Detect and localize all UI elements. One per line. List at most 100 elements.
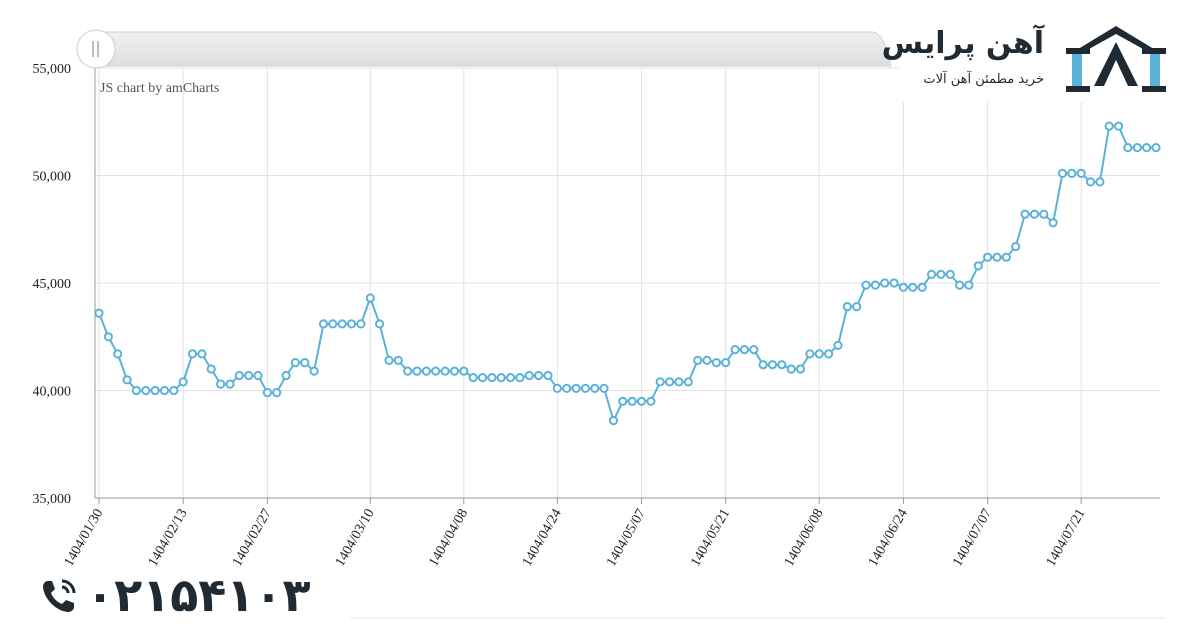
data-point[interactable] bbox=[983, 252, 993, 262]
data-point[interactable] bbox=[1123, 143, 1133, 153]
data-point[interactable] bbox=[777, 360, 787, 370]
data-point[interactable] bbox=[824, 349, 834, 359]
data-point[interactable] bbox=[94, 308, 104, 318]
data-point[interactable] bbox=[852, 302, 862, 312]
data-point[interactable] bbox=[842, 302, 852, 312]
data-point[interactable] bbox=[431, 366, 441, 376]
data-point[interactable] bbox=[468, 373, 478, 383]
data-point[interactable] bbox=[206, 364, 216, 374]
data-point[interactable] bbox=[1114, 121, 1124, 131]
data-point[interactable] bbox=[421, 366, 431, 376]
data-point[interactable] bbox=[356, 319, 366, 329]
data-point[interactable] bbox=[870, 280, 881, 290]
data-point[interactable] bbox=[403, 366, 413, 376]
data-point[interactable] bbox=[889, 278, 899, 288]
data-point[interactable] bbox=[365, 293, 375, 303]
scrollbar[interactable] bbox=[76, 29, 892, 69]
data-point[interactable] bbox=[693, 355, 703, 365]
phone-contact[interactable]: ۰۲۱۵۴۱۰۳ bbox=[40, 566, 311, 624]
data-point[interactable] bbox=[459, 366, 469, 376]
scrollbar-grip[interactable] bbox=[76, 29, 116, 69]
data-point[interactable] bbox=[936, 269, 946, 279]
data-point[interactable] bbox=[412, 366, 422, 376]
data-point[interactable] bbox=[749, 345, 759, 355]
data-point[interactable] bbox=[1132, 143, 1142, 153]
data-point[interactable] bbox=[524, 370, 534, 381]
data-point[interactable] bbox=[141, 385, 151, 396]
data-point[interactable] bbox=[496, 373, 506, 383]
chart-credit[interactable]: JS chart by amCharts bbox=[100, 81, 219, 96]
data-point[interactable] bbox=[515, 373, 525, 383]
data-point[interactable] bbox=[767, 360, 778, 370]
data-point[interactable] bbox=[955, 280, 965, 290]
data-point[interactable] bbox=[122, 375, 132, 385]
data-point[interactable] bbox=[1151, 143, 1161, 153]
data-point[interactable] bbox=[1057, 168, 1068, 178]
data-point[interactable] bbox=[347, 319, 357, 329]
data-point[interactable] bbox=[898, 282, 909, 292]
data-point[interactable] bbox=[590, 383, 600, 393]
data-point[interactable] bbox=[702, 355, 712, 365]
data-point[interactable] bbox=[197, 349, 207, 359]
data-point[interactable] bbox=[393, 355, 403, 365]
data-point[interactable] bbox=[711, 358, 722, 368]
data-point[interactable] bbox=[833, 340, 843, 350]
data-point[interactable] bbox=[318, 319, 329, 329]
data-point[interactable] bbox=[281, 370, 291, 381]
data-point[interactable] bbox=[973, 261, 983, 271]
data-point[interactable] bbox=[113, 349, 123, 359]
data-point[interactable] bbox=[758, 360, 768, 370]
data-point[interactable] bbox=[608, 416, 619, 426]
data-point[interactable] bbox=[636, 396, 647, 406]
data-point[interactable] bbox=[337, 319, 347, 329]
data-point[interactable] bbox=[599, 383, 609, 393]
data-point[interactable] bbox=[805, 349, 815, 359]
data-point[interactable] bbox=[506, 373, 516, 383]
scrollbar-track[interactable] bbox=[94, 31, 892, 67]
data-point[interactable] bbox=[290, 358, 300, 368]
data-point[interactable] bbox=[187, 349, 198, 359]
data-point[interactable] bbox=[1039, 209, 1049, 219]
data-point[interactable] bbox=[618, 396, 628, 406]
data-point[interactable] bbox=[253, 370, 263, 381]
data-point[interactable] bbox=[964, 280, 974, 290]
data-point[interactable] bbox=[1048, 218, 1058, 228]
data-point[interactable] bbox=[627, 396, 637, 406]
data-point[interactable] bbox=[739, 345, 750, 355]
data-point[interactable] bbox=[375, 319, 385, 329]
data-point[interactable] bbox=[216, 379, 226, 389]
data-point[interactable] bbox=[562, 383, 572, 393]
data-point[interactable] bbox=[571, 383, 581, 393]
data-point[interactable] bbox=[945, 269, 955, 279]
data-point[interactable] bbox=[1104, 121, 1114, 131]
data-point[interactable] bbox=[721, 358, 731, 368]
data-point[interactable] bbox=[1085, 177, 1096, 187]
data-point[interactable] bbox=[580, 383, 591, 393]
data-point[interactable] bbox=[440, 366, 450, 376]
data-point[interactable] bbox=[674, 377, 684, 387]
data-point[interactable] bbox=[646, 396, 656, 406]
data-point[interactable] bbox=[1029, 209, 1040, 219]
data-point[interactable] bbox=[665, 377, 675, 387]
data-point[interactable] bbox=[150, 385, 160, 396]
data-point[interactable] bbox=[300, 358, 310, 368]
data-point[interactable] bbox=[917, 282, 927, 292]
data-point[interactable] bbox=[1076, 168, 1086, 178]
data-point[interactable] bbox=[225, 379, 235, 389]
data-point[interactable] bbox=[131, 385, 141, 396]
data-point[interactable] bbox=[477, 373, 488, 383]
data-point[interactable] bbox=[103, 332, 114, 342]
data-point[interactable] bbox=[795, 364, 806, 374]
data-point[interactable] bbox=[262, 388, 272, 398]
data-point[interactable] bbox=[552, 383, 562, 393]
data-point[interactable] bbox=[272, 388, 282, 398]
data-point[interactable] bbox=[861, 280, 871, 290]
data-point[interactable] bbox=[159, 385, 170, 396]
data-point[interactable] bbox=[730, 345, 740, 355]
data-point[interactable] bbox=[1011, 241, 1021, 252]
data-point[interactable] bbox=[384, 355, 394, 365]
data-point[interactable] bbox=[244, 370, 254, 381]
data-point[interactable] bbox=[1067, 168, 1077, 178]
data-point[interactable] bbox=[1020, 209, 1030, 219]
data-point[interactable] bbox=[543, 370, 553, 381]
